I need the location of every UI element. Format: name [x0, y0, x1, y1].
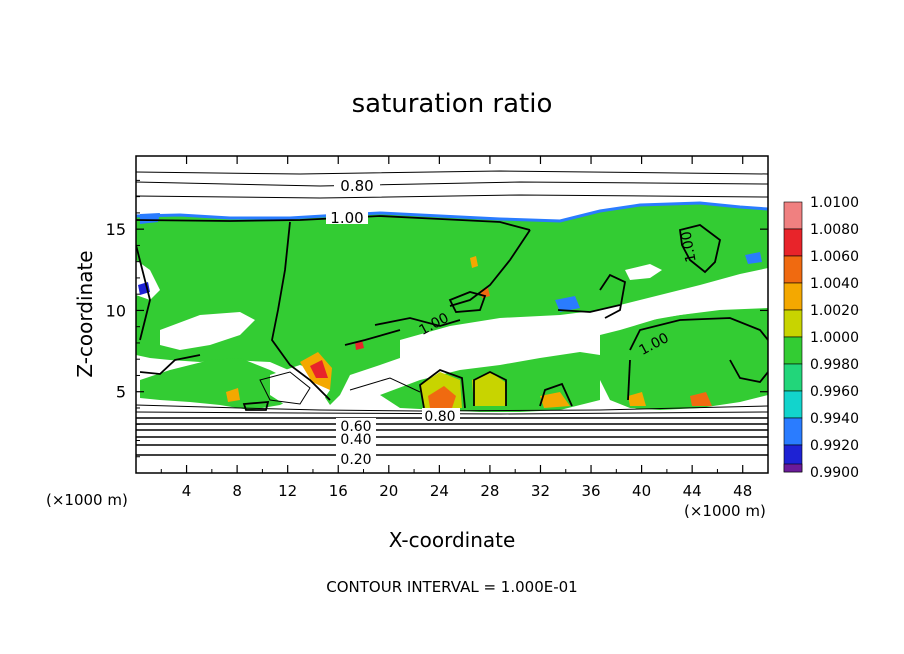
- colorbar-label: 0.9900: [810, 465, 859, 481]
- hot-spot-4: [540, 392, 570, 408]
- hot-spot-6: [690, 392, 712, 406]
- colorbar-swatch: [783, 282, 803, 311]
- colorbar-swatch: [783, 417, 803, 446]
- x-tick-label: 40: [632, 482, 651, 500]
- colorbar-label: 1.0040: [810, 276, 859, 292]
- contour-lines-1.00: [136, 215, 768, 411]
- saturated-region-lower: [140, 358, 300, 410]
- contour-interval-footer: CONTOUR INTERVAL = 1.000E-01: [326, 578, 577, 596]
- colorbar-swatch: [783, 390, 803, 419]
- cloud-top-fringe: [136, 201, 768, 223]
- x-tick-label: 12: [278, 482, 297, 500]
- colorbar-label: 1.0080: [810, 222, 859, 238]
- x-tick-label: 48: [733, 482, 752, 500]
- x-tick-label: 36: [581, 482, 600, 500]
- y-tick-label: 10: [106, 301, 126, 320]
- saturated-region-right: [600, 308, 768, 410]
- colorbar-swatch: [783, 363, 803, 392]
- x-tick-label: 28: [480, 482, 499, 500]
- x-tick-label: 16: [329, 482, 348, 500]
- contour-label-0.20: 0.20: [340, 452, 371, 468]
- contour-lines-thin: [136, 170, 768, 415]
- colorbar-label: 0.9920: [810, 438, 859, 454]
- colorbar-swatch: [783, 309, 803, 338]
- contour-label-0.80-bottom: 0.80: [424, 409, 455, 425]
- colorbar-label: 0.9940: [810, 411, 859, 427]
- dry-gap-right-top: [625, 264, 662, 280]
- x-tick-label: 8: [232, 482, 242, 500]
- contour-lines-lower: [136, 417, 768, 456]
- plot-area: 0.80 1.00 1.00 1.00 1.00 0.80 0.60 0.40 …: [136, 156, 768, 473]
- blue-patch-4: [745, 252, 762, 264]
- colorbar-swatch: [783, 336, 803, 365]
- contour-label-1.00-top: 1.00: [330, 209, 363, 227]
- colorbar-swatch: [783, 228, 803, 257]
- blue-patch-3: [140, 213, 160, 224]
- colorbar-label: 0.9980: [810, 357, 859, 373]
- x-tick-label: 20: [379, 482, 398, 500]
- contour-label-0.40: 0.40: [340, 432, 371, 448]
- colorbar-label: 1.0000: [810, 330, 859, 346]
- chart-title: saturation ratio: [352, 89, 553, 119]
- colorbar-swatch: [783, 255, 803, 284]
- x-tick-label: 4: [182, 482, 192, 500]
- x-tick-label: 44: [683, 482, 702, 500]
- y-tick-label: 5: [116, 383, 126, 402]
- dry-gap-band: [400, 268, 768, 372]
- hot-spot-7: [226, 388, 240, 402]
- blue-patch-2: [555, 296, 580, 312]
- contour-label-0.80-top: 0.80: [340, 177, 373, 195]
- hot-spot-5: [628, 392, 646, 406]
- x-axis: 4 8 12 16 20 24 28 32 36 40 44 48: [160, 156, 752, 500]
- x-unit-left: (×1000 m): [46, 491, 128, 509]
- contour-label-0.60: 0.60: [340, 419, 371, 435]
- contour-label-1.00-upper-right: 1.00: [678, 230, 699, 263]
- colorbar-swatch: [783, 463, 803, 473]
- hot-spot-2b: [428, 386, 456, 408]
- x-tick-label: 24: [430, 482, 449, 500]
- hot-spot-3: [472, 372, 506, 406]
- x-tick-label: 32: [531, 482, 550, 500]
- colorbar-swatch: [783, 201, 803, 230]
- plot-frame: [135, 155, 769, 474]
- x-unit-right: (×1000 m): [684, 502, 766, 520]
- colorbar-label: 1.0060: [810, 249, 859, 265]
- y-axis: 5 10 15: [106, 179, 768, 458]
- colorbar-label: 1.0100: [810, 195, 859, 211]
- hot-spot-10: [470, 256, 478, 268]
- y-axis-label: Z-coordinate: [73, 250, 97, 377]
- hot-spot-1b: [310, 360, 328, 378]
- colorbar-label: 0.9960: [810, 384, 859, 400]
- x-axis-label: X-coordinate: [389, 528, 516, 552]
- y-tick-label: 15: [106, 220, 126, 239]
- dry-gap-left2: [160, 312, 255, 350]
- colorbar-label: 1.0020: [810, 303, 859, 319]
- colorbar: 1.0100 1.0080 1.0060 1.0040 1.0020 1.0000 0.99…: [783, 195, 859, 481]
